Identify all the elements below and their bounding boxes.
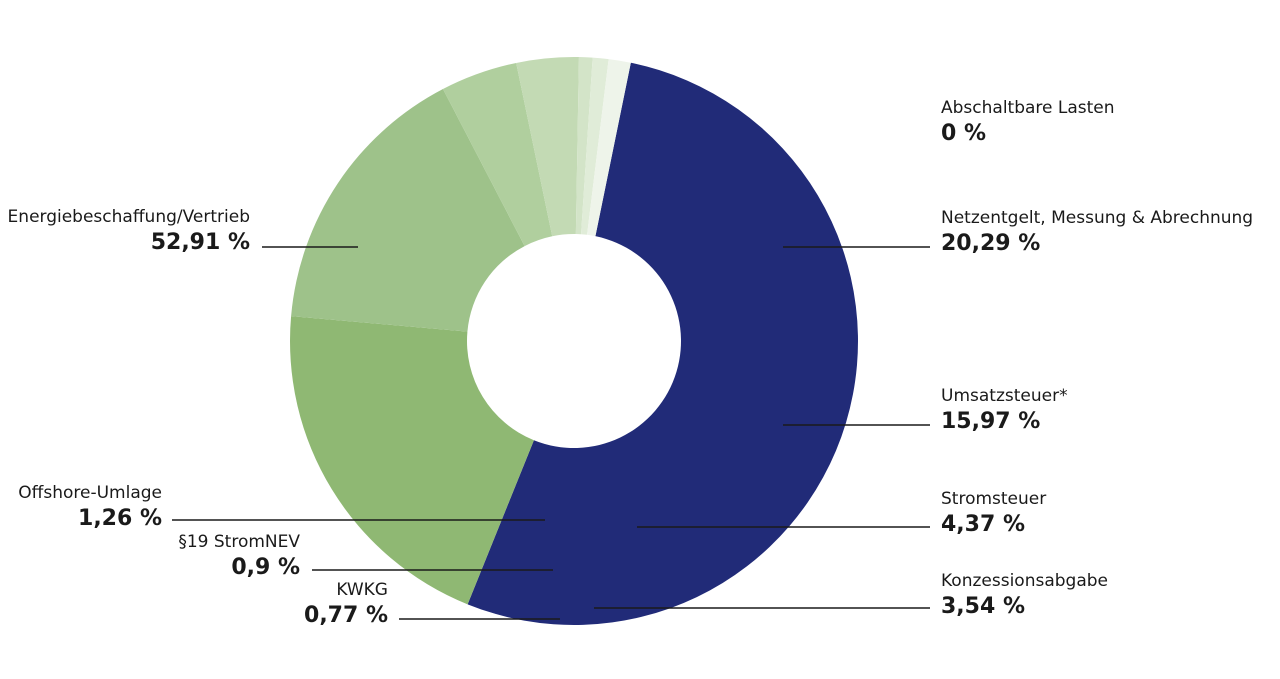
slice-offshore-umlage [587,59,631,237]
slice-stromsteuer [442,62,553,247]
slice-label: Netzentgelt, Messung & Abrechnung [941,208,1254,228]
label-konzessionsabgabe: Konzessionsabgabe 3,54 % [941,570,1108,622]
leader-lines [172,246,930,620]
slice-label: Energiebeschaffung/Vertrieb [7,207,250,227]
label-offshore-umlage: Offshore-Umlage 1,26 % [18,482,162,534]
label-kwkg: KWKG 0,77 % [304,579,388,631]
slice-value: 52,91 % [150,230,250,255]
slice-19-stromnev [581,57,609,235]
slice-label: Stromsteuer [941,489,1047,509]
slice-value: 4,37 % [941,512,1025,537]
slice-label: Offshore-Umlage [18,483,162,503]
label-energiebeschaffung: Energiebeschaffung/Vertrieb 52,91 % [8,206,250,258]
slice-value: 0,77 % [304,603,388,628]
donut-slices [290,57,859,626]
slice-netzentgelt-messung-abrechnung [290,316,534,605]
label-umsatzsteuer: Umsatzsteuer* 15,97 % [941,385,1068,437]
label-19-stromnev: §19 StromNEV 0,9 % [178,531,300,583]
slice-label: Abschaltbare Lasten [941,98,1115,118]
slice-value: 0,9 % [231,555,300,580]
slice-energiebeschaffung-vertrieb [467,62,859,626]
slice-umsatzsteuer [291,89,525,332]
slice-kwkg [575,57,593,235]
slice-label: Umsatzsteuer* [941,386,1068,406]
slice-label: Konzessionsabgabe [941,571,1108,591]
slice-value: 3,54 % [941,594,1025,619]
slice-value: 15,97 % [941,409,1041,434]
slice-value: 1,26 % [78,506,162,531]
label-abschaltbare-lasten: Abschaltbare Lasten 0 % [941,97,1115,149]
slice-value: 20,29 % [941,231,1041,256]
slice-label: §19 StromNEV [178,532,300,552]
label-netzentgelt: Netzentgelt, Messung & Abrechnung 20,29 … [941,207,1253,259]
slice-konzessionsabgabe [516,57,579,237]
slice-label: KWKG [336,580,388,600]
slice-value: 0 % [941,121,987,146]
label-stromsteuer: Stromsteuer 4,37 % [941,488,1046,540]
